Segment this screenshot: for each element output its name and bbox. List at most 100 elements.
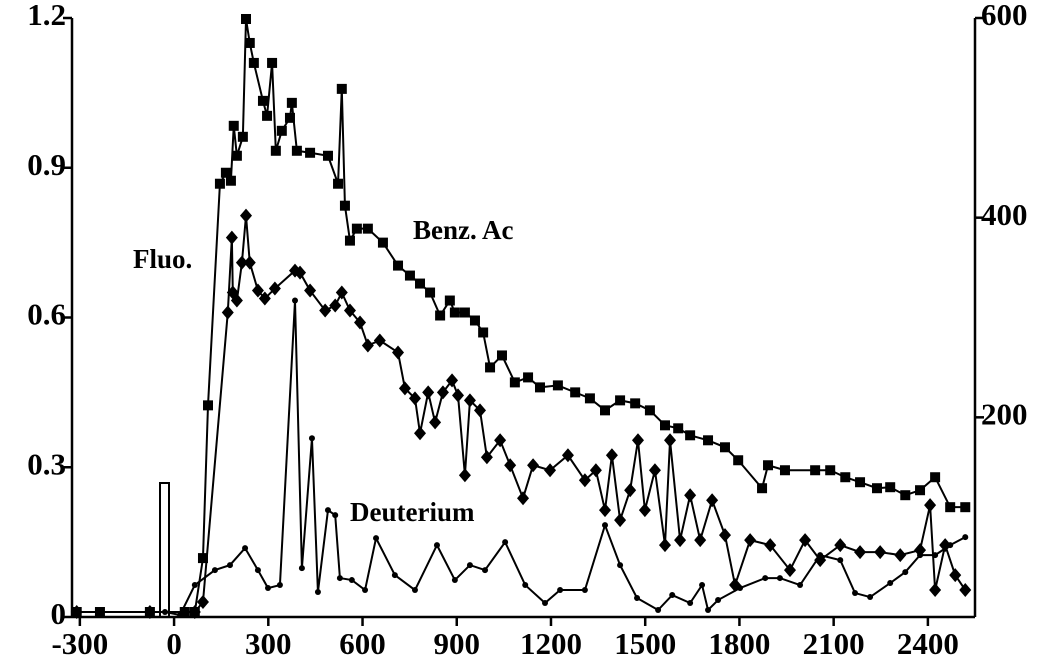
dot-marker: [451, 577, 458, 584]
square-marker: [885, 482, 896, 493]
square-marker: [478, 327, 489, 338]
dot-marker: [669, 592, 676, 599]
square-marker: [393, 260, 404, 271]
dot-marker: [308, 435, 315, 442]
x-tick-label: 2100: [803, 626, 865, 661]
diamond-marker: [664, 433, 677, 448]
square-marker: [257, 95, 268, 106]
dot-marker: [867, 594, 874, 601]
diamond-marker: [373, 333, 386, 348]
dot-marker: [348, 577, 355, 584]
diamond-marker: [251, 283, 264, 298]
square-marker: [825, 465, 836, 476]
diamond-marker: [188, 605, 201, 620]
dot-marker: [332, 512, 339, 519]
diamond-marker: [929, 583, 942, 598]
square-marker: [322, 150, 333, 161]
diamond-marker: [631, 433, 644, 448]
diamond-marker: [452, 388, 465, 403]
dot-marker: [324, 507, 331, 514]
square-marker: [779, 465, 790, 476]
diamond-marker: [225, 230, 238, 245]
diamond-marker: [614, 513, 627, 528]
diamond-marker: [939, 538, 952, 553]
diamond-marker: [578, 473, 591, 488]
dot-marker: [715, 597, 722, 604]
series-label: Fluo.: [133, 244, 192, 274]
dot-marker: [264, 585, 271, 592]
square-marker: [552, 380, 563, 391]
x-tick-label: 1500: [614, 626, 676, 661]
dot-marker: [466, 562, 473, 569]
dot-marker: [932, 552, 939, 559]
dot-marker: [298, 565, 305, 572]
square-marker: [291, 145, 302, 156]
diamond-marker: [658, 538, 671, 553]
dot-marker: [634, 595, 641, 602]
square-marker: [915, 485, 926, 496]
diamond-marker: [638, 503, 651, 518]
diamond-marker: [949, 568, 962, 583]
square-marker: [509, 377, 520, 388]
diamond-marker: [684, 488, 697, 503]
square-marker: [202, 400, 213, 411]
diamond-marker: [335, 285, 348, 300]
dot-marker: [917, 552, 924, 559]
square-marker: [284, 112, 295, 123]
diamond-marker: [446, 373, 459, 388]
diamond-marker: [544, 463, 557, 478]
diamond-marker: [343, 303, 356, 318]
diamond-marker: [764, 538, 777, 553]
diamond-marker: [959, 583, 972, 598]
dot-marker: [482, 567, 489, 574]
diamond-marker: [494, 433, 507, 448]
diamond-marker: [458, 468, 471, 483]
dot-marker: [655, 607, 662, 614]
dot-marker: [314, 589, 321, 596]
square-marker: [757, 483, 768, 494]
dot-marker: [211, 567, 218, 574]
square-marker: [719, 442, 730, 453]
diamond-marker: [599, 503, 612, 518]
diamond-marker: [354, 315, 367, 330]
diamond-marker: [398, 381, 411, 396]
dot-marker: [292, 297, 299, 304]
diamond-marker: [784, 563, 797, 578]
x-tick-label: 300: [245, 626, 292, 661]
injection-pulse: [159, 482, 170, 618]
square-marker: [415, 278, 426, 289]
dot-marker: [411, 587, 418, 594]
dot-marker: [797, 582, 804, 589]
square-marker: [333, 178, 344, 189]
diamond-marker: [361, 338, 374, 353]
y2-tick-label: 600: [981, 0, 1028, 32]
y-tick-label: 0: [51, 596, 67, 631]
square-marker: [197, 553, 208, 564]
x-tick-label: -300: [51, 626, 108, 661]
series-line: [76, 215, 967, 614]
square-marker: [644, 405, 655, 416]
diamond-marker: [240, 208, 253, 223]
dot-marker: [362, 587, 369, 594]
square-marker: [615, 395, 626, 406]
square-marker: [248, 57, 259, 68]
diamond-marker: [589, 463, 602, 478]
square-marker: [630, 398, 641, 409]
square-marker: [855, 477, 866, 488]
diamond-marker: [422, 385, 435, 400]
dot-marker: [391, 572, 398, 579]
square-marker: [810, 465, 821, 476]
diamond-marker: [408, 391, 421, 406]
square-marker: [220, 167, 231, 178]
diamond-marker: [235, 255, 248, 270]
diamond-marker: [694, 533, 707, 548]
diamond-marker: [561, 448, 574, 463]
square-marker: [425, 287, 436, 298]
dot-marker: [373, 535, 380, 542]
dot-marker: [962, 534, 969, 541]
dot-marker: [276, 582, 283, 589]
square-marker: [600, 405, 611, 416]
dot-marker: [177, 612, 184, 619]
y2-tick-label: 200: [981, 396, 1028, 431]
